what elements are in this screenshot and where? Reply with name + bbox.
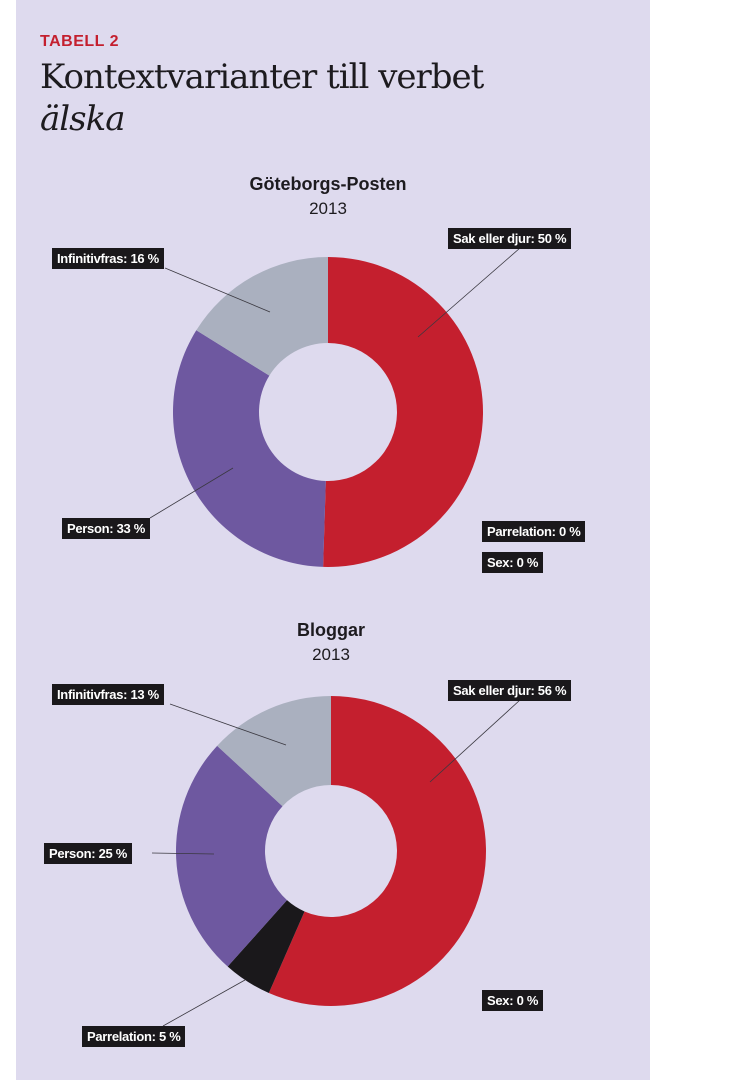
leader-line [429,699,521,783]
slice-infinitivfras [217,696,331,807]
donut-chart-goteborgs-posten [173,257,484,567]
slice-parrelation [227,900,305,993]
slice-label-person: Person: 25 % [44,843,133,864]
leader-line [417,247,521,338]
slice-label-infinitivfras: Infinitivfras: 16 % [52,248,164,269]
slice-label-sak: Sak eller djur: 56 % [448,680,572,701]
slice-label-parrelation: Parrelation: 0 % [482,521,586,542]
slice-sak-eller-djur [323,257,484,567]
slice-infinitivfras [196,257,328,376]
slice-label-parrelation: Parrelation: 5 % [82,1026,186,1047]
title-line-2: älska [40,99,125,139]
slice-label-sex: Sex: 0 % [482,990,544,1011]
slice-label-sex: Sex: 0 % [482,552,544,573]
slice-label-infinitivfras: Infinitivfras: 13 % [52,684,164,705]
page-title: Kontextvarianter till verbet älska [40,56,484,140]
chart-2-year: 2013 [312,645,350,664]
chart-1-year: 2013 [309,199,347,218]
slice-person [173,330,326,567]
chart-1-title: Göteborgs-Posten [249,174,407,194]
slice-label-person: Person: 33 % [62,518,151,539]
slice-sak-eller-djur [268,696,486,1006]
table-kicker: TABELL 2 [40,33,119,50]
leader-line [149,467,234,519]
slice-person [175,745,287,967]
leader-line [169,703,287,746]
leader-lines [149,247,521,1027]
leader-line [164,267,271,313]
slice-label-sak: Sak eller djur: 50 % [448,228,572,249]
chart-2-title: Bloggar [296,620,365,640]
leader-line [151,852,215,855]
leader-line [162,979,246,1027]
title-line-1: Kontextvarianter till verbet [40,57,484,97]
donut-chart-bloggar [175,696,486,1006]
